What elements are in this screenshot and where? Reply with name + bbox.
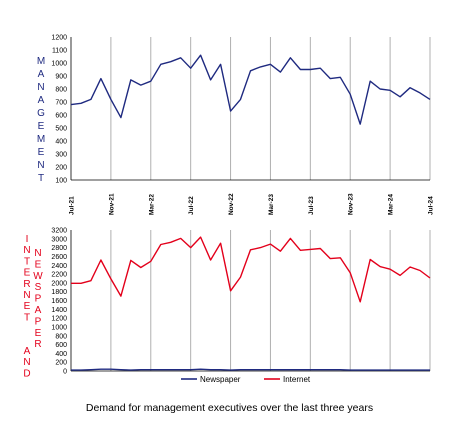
y-axis-label-letter: R	[34, 339, 41, 350]
x-tick-label: Nov-21	[108, 193, 115, 215]
y-axis-label-letter: D	[23, 368, 30, 379]
y-tick-label: 300	[55, 152, 67, 159]
y-axis-label-letter: E	[38, 121, 45, 132]
y-tick-label: 2800	[51, 245, 67, 252]
y-tick-label: 1600	[51, 298, 67, 305]
y-axis-label-letter: W	[33, 271, 43, 282]
y-axis-label-letter: E	[24, 301, 31, 312]
y-tick-label: 3000	[51, 236, 67, 243]
y-tick-label: 200	[55, 165, 67, 172]
y-tick-label: 700	[55, 100, 67, 107]
y-axis-label-letter: M	[37, 134, 45, 145]
x-tick-label: Jul-24	[428, 196, 435, 215]
y-tick-label: 1200	[51, 35, 67, 42]
series-line-newspaper	[71, 368, 430, 371]
y-axis-label-letter: N	[23, 290, 30, 301]
y-tick-label: 1400	[51, 307, 67, 314]
y-axis-label-letter: N	[34, 248, 41, 259]
y-axis-label-letter: A	[38, 95, 45, 106]
y-axis-label-letter: P	[35, 294, 42, 305]
y-tick-label: 200	[55, 360, 67, 367]
legend-label-internet: Internet	[283, 375, 311, 384]
y-axis-label-letter: T	[38, 173, 44, 184]
x-tick-label: Jul-23	[308, 196, 315, 215]
x-tick-label: Mar-23	[268, 194, 275, 215]
x-tick-label: Mar-22	[148, 194, 155, 215]
x-tick-label: Nov-22	[228, 193, 235, 215]
y-axis-label-letter: E	[38, 147, 45, 158]
y-tick-label: 1000	[51, 61, 67, 68]
y-axis-label-letter: N	[23, 245, 30, 256]
x-tick-label: Mar-24	[388, 194, 395, 215]
y-axis-label-letter: E	[35, 328, 42, 339]
y-tick-label: 600	[55, 113, 67, 120]
y-tick-label: 2600	[51, 254, 67, 261]
y-tick-label: 1200	[51, 316, 67, 323]
y-axis-label-letter: N	[23, 357, 30, 368]
series-line-management	[70, 54, 431, 125]
y-tick-label: 1800	[51, 289, 67, 296]
y-tick-label: 1000	[51, 324, 67, 331]
y-axis-label-letter: M	[37, 56, 45, 67]
y-tick-label: 900	[55, 74, 67, 81]
y-axis-label-letter: T	[24, 312, 30, 323]
y-axis-label-letter: P	[35, 316, 42, 327]
y-tick-label: 0	[63, 369, 67, 376]
y-tick-label: 500	[55, 126, 67, 133]
y-axis-label-letter: N	[37, 82, 44, 93]
y-axis-label-letter: R	[23, 279, 30, 290]
y-axis-label-letter: A	[24, 346, 31, 357]
legend-label-newspaper: Newspaper	[200, 375, 241, 384]
x-tick-label: Jul-22	[188, 196, 195, 215]
y-axis-label-letter: A	[35, 305, 42, 316]
y-tick-label: 2400	[51, 263, 67, 270]
chart-caption: Demand for management executives over th…	[85, 402, 374, 414]
y-tick-label: 2200	[51, 272, 67, 279]
y-axis-label-letter: S	[35, 282, 42, 293]
y-axis-label-letter: I	[26, 234, 29, 245]
chart-panel-1: 100 200 300 400 500 600 700 800 900 1000 1100 1200 J…	[37, 35, 435, 216]
y-tick-label: 2000	[51, 280, 67, 287]
y-tick-label: 3200	[51, 228, 67, 235]
y-axis-label-letter: T	[24, 256, 30, 267]
y-tick-label: 800	[55, 333, 67, 340]
y-tick-label: 1100	[52, 48, 67, 55]
series-line-internet	[71, 236, 431, 303]
y-tick-label: 100	[55, 178, 67, 185]
legend: Newspaper Internet	[181, 375, 311, 384]
y-tick-label: 800	[55, 87, 67, 94]
y-tick-label: 400	[55, 351, 67, 358]
y-tick-label: 400	[55, 139, 67, 146]
y-axis-label-letter: N	[37, 160, 44, 171]
x-tick-label: Nov-23	[348, 193, 355, 215]
y-axis-label-letter: E	[24, 268, 31, 279]
y-axis-label-letter: A	[38, 69, 45, 80]
y-axis-label-letter: E	[35, 259, 42, 270]
x-tick-label: Jul-21	[69, 196, 76, 215]
y-tick-label: 600	[55, 342, 67, 349]
y-axis-label-letter: G	[37, 108, 45, 119]
